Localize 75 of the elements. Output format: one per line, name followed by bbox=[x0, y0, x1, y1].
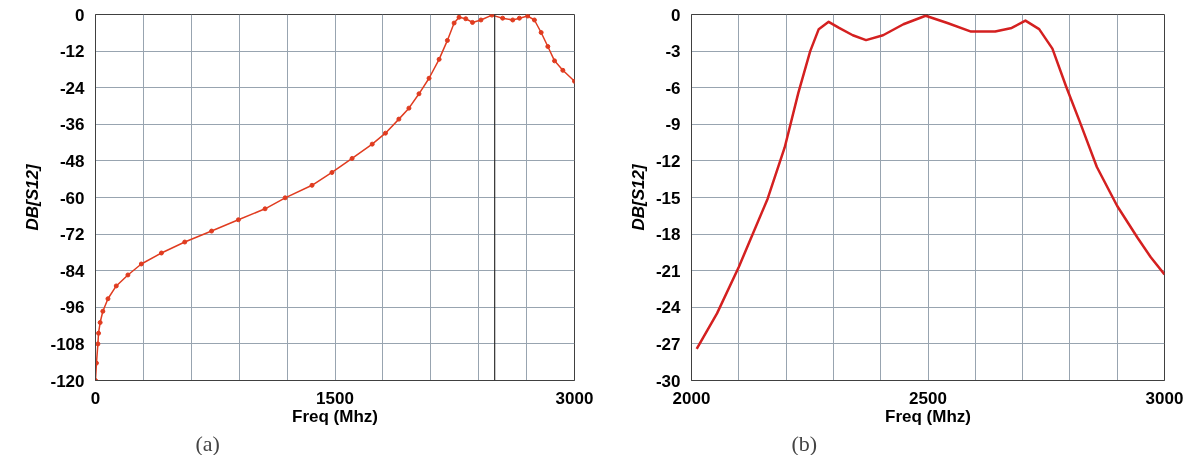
point bbox=[538, 30, 544, 35]
y-tick-label: -60 bbox=[59, 188, 85, 208]
point bbox=[138, 261, 144, 267]
y-tick-label: -21 bbox=[655, 261, 681, 281]
y-tick-label: -108 bbox=[50, 334, 85, 354]
point bbox=[436, 56, 442, 62]
point bbox=[309, 182, 315, 188]
x-tick-label: 2000 bbox=[672, 388, 711, 408]
y-tick-label: -84 bbox=[59, 261, 86, 281]
line-series bbox=[695, 14, 1165, 351]
text: (a) bbox=[195, 430, 220, 456]
point bbox=[456, 14, 462, 20]
point bbox=[235, 217, 241, 223]
point bbox=[406, 105, 412, 111]
point bbox=[96, 330, 102, 336]
point bbox=[382, 130, 388, 136]
point bbox=[510, 17, 516, 23]
point bbox=[451, 20, 457, 26]
y-tick-label: -9 bbox=[665, 115, 681, 135]
y-tick-label: -12 bbox=[655, 151, 681, 171]
x-tick-label: 3000 bbox=[1145, 388, 1184, 408]
y-tick-label: -24 bbox=[59, 78, 86, 98]
point bbox=[282, 195, 288, 201]
y-tick-label: 0 bbox=[671, 5, 681, 25]
y-tick-label: -96 bbox=[59, 298, 85, 318]
point bbox=[516, 15, 522, 21]
point bbox=[552, 58, 558, 64]
y-tick-label: -6 bbox=[665, 78, 681, 98]
y-tick-label: -30 bbox=[655, 371, 681, 391]
y-tick-label: -36 bbox=[59, 115, 85, 135]
y-axis-title: DB[S12] bbox=[23, 163, 43, 231]
point bbox=[531, 17, 537, 23]
y-tick-label: -27 bbox=[655, 334, 681, 354]
point bbox=[113, 283, 119, 289]
point bbox=[525, 14, 531, 19]
point bbox=[500, 15, 506, 21]
point bbox=[262, 206, 268, 212]
point bbox=[545, 44, 551, 50]
point bbox=[182, 239, 188, 245]
point bbox=[105, 296, 111, 302]
point bbox=[478, 17, 484, 23]
x-tick-label: 3000 bbox=[555, 388, 594, 408]
y-tick-label: -48 bbox=[59, 151, 85, 171]
y-tick-label: -15 bbox=[655, 188, 681, 208]
point bbox=[444, 37, 450, 43]
point bbox=[329, 169, 335, 175]
point bbox=[158, 250, 164, 256]
text: (b) bbox=[791, 430, 818, 456]
point bbox=[489, 14, 495, 18]
y-tick-label: -3 bbox=[665, 42, 681, 62]
x-tick-label: 0 bbox=[90, 388, 101, 408]
point bbox=[349, 155, 355, 161]
x-axis-title: Freq (Mhz) bbox=[292, 406, 378, 426]
point bbox=[100, 308, 106, 314]
point bbox=[209, 228, 215, 234]
y-tick-label: 0 bbox=[75, 5, 85, 25]
y-tick-label: -18 bbox=[655, 225, 681, 245]
x-axis-title: Freq (Mhz) bbox=[885, 406, 971, 426]
point bbox=[95, 341, 101, 347]
point bbox=[469, 19, 475, 25]
point bbox=[426, 75, 432, 81]
y-axis-title: DB[S12] bbox=[628, 163, 648, 231]
x-tick-label: 1500 bbox=[316, 388, 354, 408]
point bbox=[396, 116, 402, 122]
point bbox=[463, 16, 469, 22]
y-tick-label: -72 bbox=[59, 225, 85, 245]
y-tick-label: -12 bbox=[59, 42, 85, 62]
y-tick-label: -120 bbox=[50, 371, 85, 391]
x-tick-label: 2500 bbox=[909, 388, 947, 408]
point bbox=[125, 272, 131, 278]
point bbox=[560, 67, 566, 73]
y-tick-label: -24 bbox=[655, 298, 682, 318]
point bbox=[416, 91, 422, 97]
point bbox=[97, 320, 103, 326]
point bbox=[369, 141, 375, 147]
